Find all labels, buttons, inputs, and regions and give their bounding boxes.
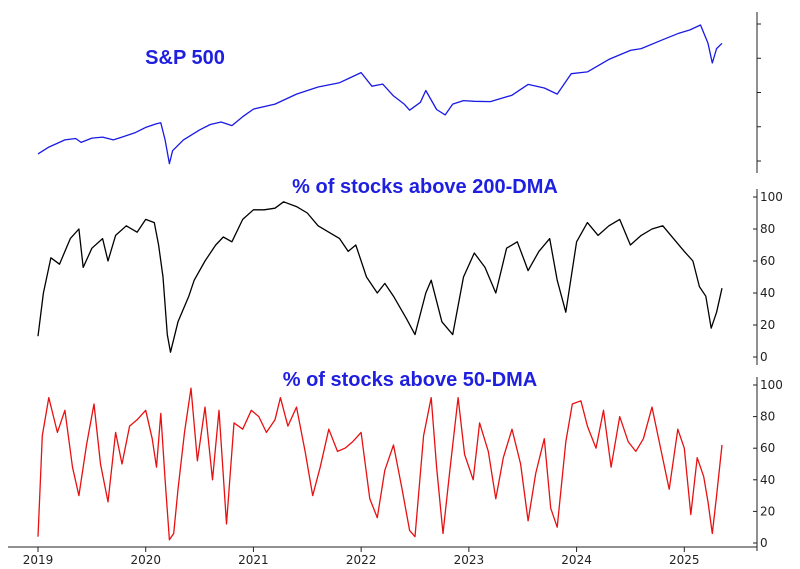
panel-sp500: S&P 500 bbox=[37, 12, 761, 173]
y-tick-label: 40 bbox=[760, 473, 775, 487]
x-tick-label: 2020 bbox=[130, 553, 161, 567]
y-tick-label: 80 bbox=[760, 410, 775, 424]
x-tick-label: 2019 bbox=[23, 553, 54, 567]
series-line bbox=[37, 387, 723, 541]
panel-title-sp500: S&P 500 bbox=[145, 47, 225, 69]
y-tick-label: 60 bbox=[760, 441, 775, 455]
y-tick-label: 80 bbox=[760, 222, 775, 236]
y-tick-label: 0 bbox=[760, 350, 768, 364]
panel-50dma: % of stocks above 50-DMA 0 20 40 60 80 100 bbox=[37, 369, 783, 551]
panel-title-200dma: % of stocks above 200-DMA bbox=[292, 176, 558, 198]
y-tick-label: 20 bbox=[760, 504, 775, 518]
panel-200dma: % of stocks above 200-DMA 0 20 40 60 80 100 bbox=[37, 176, 783, 365]
y-tick-label: 20 bbox=[760, 318, 775, 332]
y-tick-label: 0 bbox=[760, 536, 768, 550]
x-tick-label: 2025 bbox=[669, 553, 700, 567]
x-tick-label: 2023 bbox=[454, 553, 485, 567]
x-tick-label: 2024 bbox=[561, 553, 592, 567]
x-tick-label: 2022 bbox=[346, 553, 377, 567]
y-tick-label: 100 bbox=[760, 190, 783, 204]
series-line bbox=[37, 201, 723, 353]
y-tick-label: 40 bbox=[760, 286, 775, 300]
y-tick-label: 60 bbox=[760, 254, 775, 268]
series-line bbox=[37, 24, 723, 165]
x-tick-label: 2021 bbox=[238, 553, 269, 567]
panel-title-50dma: % of stocks above 50-DMA bbox=[283, 369, 538, 391]
y-tick-label: 100 bbox=[760, 378, 783, 392]
x-axis: 2019 2020 2021 2022 2023 2024 2025 bbox=[8, 546, 757, 567]
